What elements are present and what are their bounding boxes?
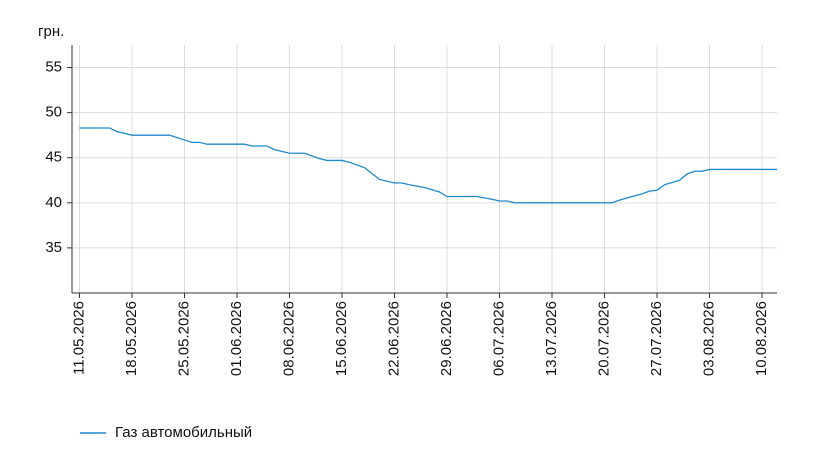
line	[79, 127, 777, 204]
x-tick-label: 06.07.2026	[490, 301, 507, 376]
x-tick-label: 03.08.2026	[700, 301, 717, 376]
x-tick-label: 27.07.2026	[648, 301, 665, 376]
x-tick-label: 11.05.2026	[70, 301, 87, 375]
x-tick-label: 18.05.2026	[123, 301, 140, 376]
x-tick-label: 08.06.2026	[280, 301, 297, 376]
x-tick-label: 15.06.2026	[333, 301, 350, 376]
x-tick-label: 22.06.2026	[385, 301, 402, 376]
x-tick-label: 13.07.2026	[543, 301, 560, 376]
x-tick-label: 20.07.2026	[595, 301, 612, 376]
y-tick-label: 35	[45, 239, 62, 256]
x-tick-label: 01.06.2026	[228, 301, 245, 376]
legend-label: Газ автомобильный	[115, 424, 252, 441]
y-tick-label: 40	[45, 194, 62, 211]
x-tick-label: 25.05.2026	[175, 301, 192, 376]
x-tick-label: 10.08.2026	[753, 301, 770, 376]
y-tick-label: 50	[45, 104, 62, 121]
x-tick-label: 29.06.2026	[438, 301, 455, 376]
y-tick-label: 55	[45, 59, 62, 76]
y-tick-label: 45	[45, 149, 62, 166]
y-axis-label: грн.	[38, 23, 64, 40]
